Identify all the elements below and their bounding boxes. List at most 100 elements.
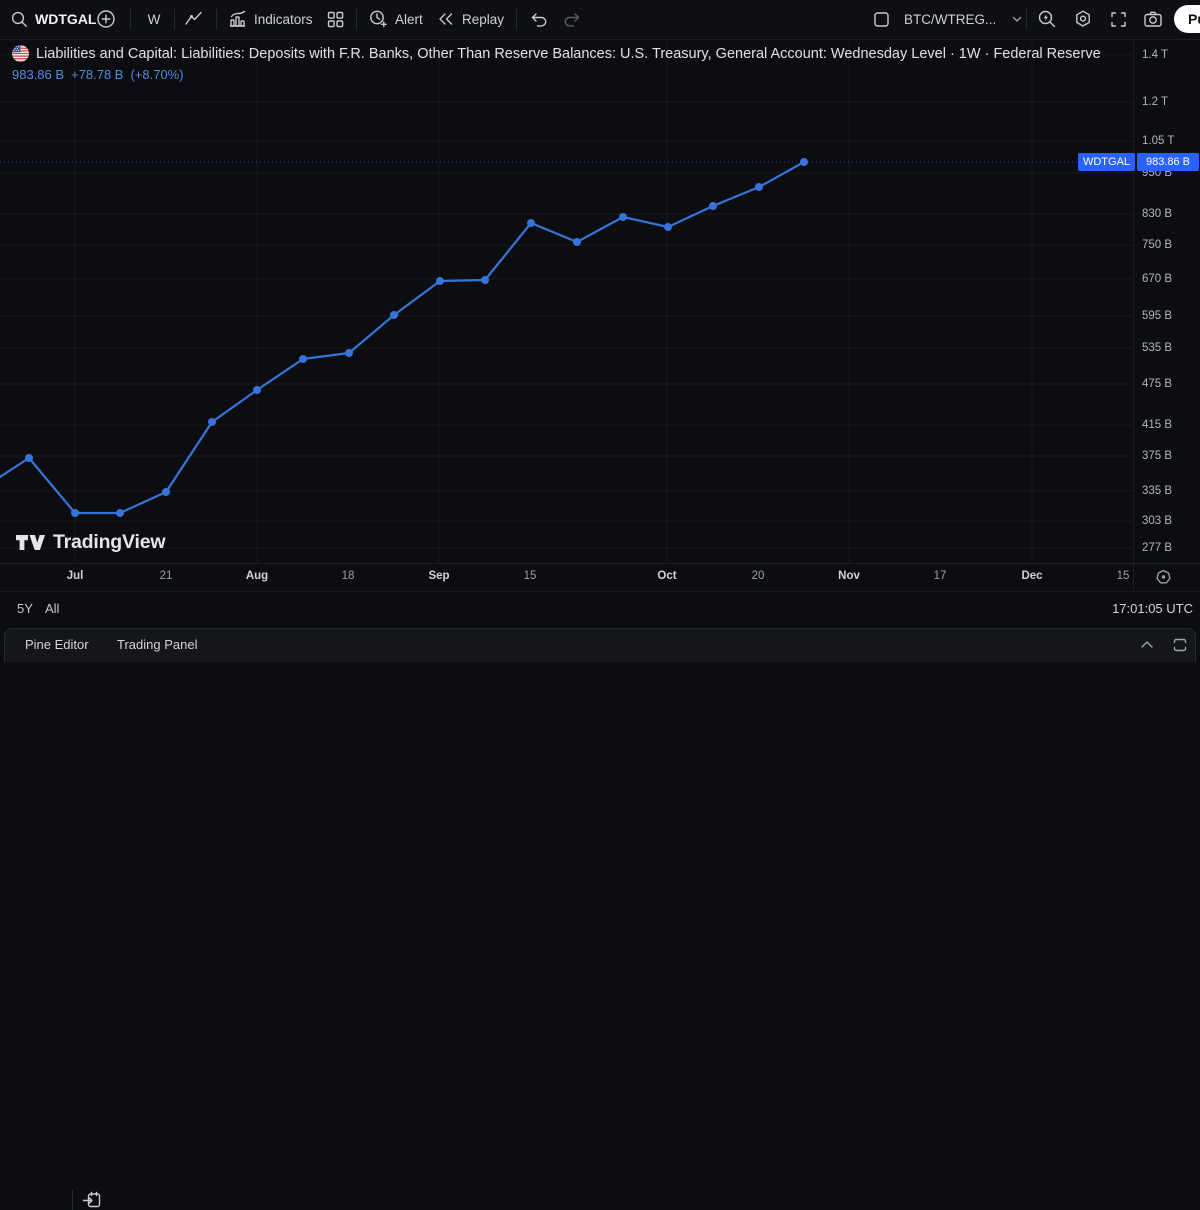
series-title: Liabilities and Capital: Liabilities: De… <box>36 45 1101 62</box>
layout-square-icon <box>874 11 889 27</box>
price-tick-label: 1.2 T <box>1142 96 1168 108</box>
tradingview-watermark: TradingView <box>16 531 166 554</box>
camera-icon <box>1144 11 1162 27</box>
replay-label: Replay <box>462 11 505 27</box>
toolbar-separator <box>516 9 517 30</box>
price-axis-border <box>1133 39 1134 591</box>
fullscreen-button[interactable] <box>1109 0 1128 38</box>
data-point <box>345 349 353 357</box>
time-tick-label: 15 <box>1116 570 1130 582</box>
us-flag-icon <box>12 45 29 62</box>
toolbar-separator <box>174 9 175 30</box>
price-tick-label: 415 B <box>1142 419 1173 431</box>
toolbar-separator <box>216 9 217 30</box>
time-tick-label: 15 <box>523 570 537 582</box>
data-point <box>253 386 261 394</box>
plus-circle-icon <box>97 10 115 28</box>
time-axis-border <box>0 563 1200 564</box>
snapshot-button[interactable] <box>1143 0 1163 38</box>
price-tick-label: 277 B <box>1142 542 1173 554</box>
publish-label: Pu <box>1188 11 1200 27</box>
range-bar: 5Y All 17:01:05 UTC <box>0 592 1200 1210</box>
search-icon <box>11 11 27 27</box>
chart-style-button[interactable] <box>184 0 204 38</box>
last-price-badge: 983.86 B <box>1137 153 1199 171</box>
legend-values-row: 983.86 B +78.78 B (+8.70%) <box>12 67 1101 82</box>
quick-search-button[interactable] <box>1037 0 1057 38</box>
compare-add-button[interactable] <box>96 0 116 38</box>
panel-expand-button[interactable] <box>1138 636 1156 654</box>
data-point <box>619 213 627 221</box>
range-separator <box>72 1190 73 1210</box>
chevron-up-icon <box>1141 641 1153 648</box>
data-point <box>755 183 763 191</box>
quick-search-icon <box>1038 10 1056 28</box>
data-point <box>299 355 307 363</box>
value-change-pct: (+8.70%) <box>130 67 184 82</box>
tab-trading-panel[interactable]: Trading Panel <box>117 637 198 652</box>
data-point <box>481 276 489 284</box>
price-tick-label: 750 B <box>1142 239 1173 251</box>
time-tick-label: Jul <box>66 570 84 582</box>
goto-date-button[interactable] <box>82 1190 102 1210</box>
toolbar-separator <box>1026 9 1027 30</box>
tab-pine-editor[interactable]: Pine Editor <box>25 637 89 652</box>
series-line <box>0 160 806 515</box>
chevron-down-icon <box>1013 16 1022 22</box>
last-value: 983.86 B <box>12 67 65 82</box>
price-tick-label: 1.4 T <box>1142 49 1168 61</box>
indicators-button[interactable]: Indicators <box>228 0 313 38</box>
undo-button[interactable] <box>528 0 549 38</box>
alert-clock-icon <box>370 10 387 28</box>
price-tick-label: 830 B <box>1142 208 1173 220</box>
settings-button[interactable] <box>1073 0 1093 38</box>
last-price-badge-label: 983.86 B <box>1145 156 1191 168</box>
redo-icon <box>564 13 580 27</box>
price-tick-label: 535 B <box>1142 342 1173 354</box>
data-point <box>208 418 216 426</box>
time-tick-label: Aug <box>245 570 269 582</box>
line-chart-style-icon <box>185 11 202 25</box>
redo-button[interactable] <box>562 0 583 38</box>
toolbar-separator <box>356 9 357 30</box>
time-tick-label: 17 <box>933 570 947 582</box>
range-5y-button[interactable]: 5Y <box>17 601 33 616</box>
range-all-button[interactable]: All <box>45 601 60 616</box>
interval-label: W <box>147 11 161 27</box>
time-tick-label: Dec <box>1021 570 1043 582</box>
replay-rewind-icon <box>439 13 453 25</box>
alert-button[interactable]: Alert <box>368 0 423 38</box>
data-point <box>664 223 672 231</box>
indicators-label: Indicators <box>254 11 313 27</box>
legend-title-row[interactable]: Liabilities and Capital: Liabilities: De… <box>12 45 1101 62</box>
bottom-panel: Pine Editor Trading Panel <box>4 628 1196 662</box>
indicators-icon <box>229 10 246 27</box>
symbol-name: WDTGAL <box>35 11 97 27</box>
clock[interactable]: 17:01:05 UTC <box>1112 601 1193 616</box>
top-toolbar: WDTGAL W Indicators Alert Replay <box>0 0 1200 40</box>
data-point <box>436 277 444 285</box>
replay-button[interactable]: Replay <box>436 0 504 38</box>
fullscreen-icon <box>1111 11 1126 27</box>
interval-button[interactable]: W <box>142 0 166 38</box>
price-tick-label: 475 B <box>1142 378 1173 390</box>
series-symbol-badge: WDTGAL <box>1078 153 1135 171</box>
time-tick-label: 18 <box>341 570 355 582</box>
layout-select-button[interactable]: BTC/WTREG... <box>872 0 1023 38</box>
restore-window-icon <box>1173 638 1187 652</box>
axis-gear-icon <box>1156 569 1171 584</box>
axis-settings-button[interactable] <box>1154 568 1173 587</box>
price-tick-label: 595 B <box>1142 310 1173 322</box>
publish-button[interactable]: Pu <box>1174 5 1200 33</box>
price-tick-label: 1.05 T <box>1142 135 1175 147</box>
data-point <box>573 238 581 246</box>
symbol-search-button[interactable]: WDTGAL <box>10 0 96 38</box>
time-tick-label: Nov <box>838 570 860 582</box>
data-point <box>390 311 398 319</box>
panel-restore-button[interactable] <box>1171 636 1189 654</box>
layout-templates-button[interactable] <box>326 0 345 38</box>
undo-icon <box>531 13 547 27</box>
price-tick-label: 670 B <box>1142 273 1173 285</box>
chart-canvas[interactable] <box>0 0 1200 661</box>
